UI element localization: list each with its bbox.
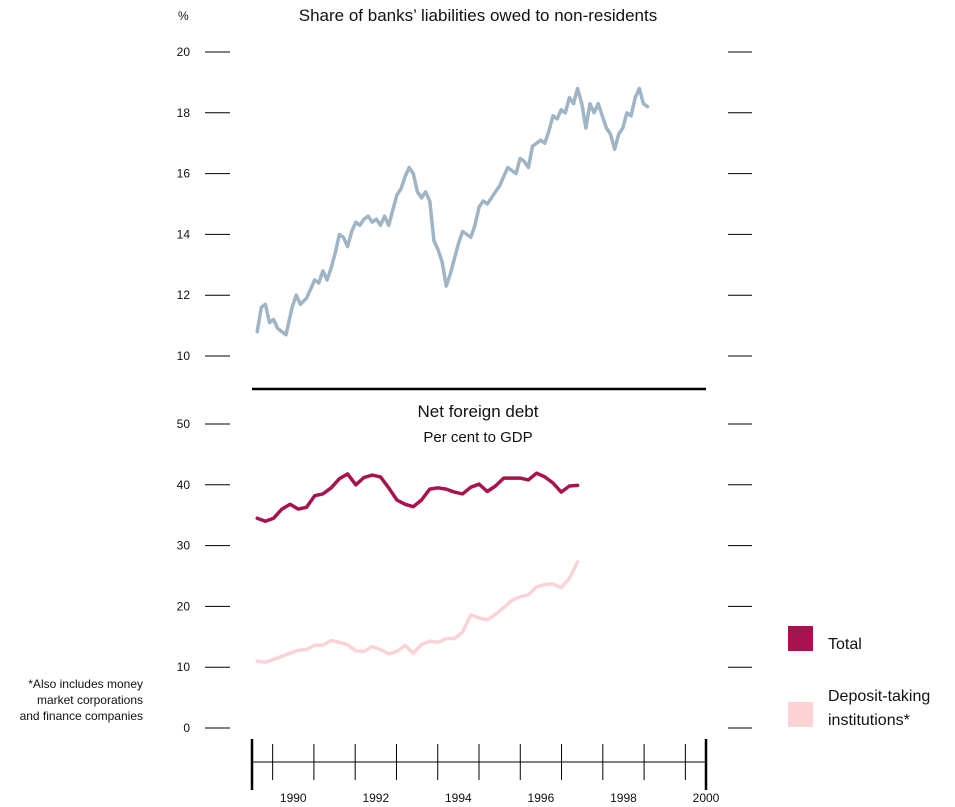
bottom-y-tick-label: 10 [177,660,191,674]
top-panel: % Share of banks’ liabilities owed to no… [177,6,752,363]
legend-swatch-deposit-taking [788,702,813,727]
x-axis: 1990 1992 1994 1996 1998 2000 [250,739,720,805]
x-tick-label: 2000 [693,791,720,805]
series-line-share-liabilities [255,86,650,337]
x-tick-label: 1992 [362,791,389,805]
bottom-y-tick-label: 50 [177,417,191,431]
bottom-y-tick-label: 40 [177,478,191,492]
bottom-y-tick-label: 30 [177,539,191,553]
legend-swatch-total [788,626,813,651]
footnote-line-1: *Also includes money [28,677,143,691]
bottom-y-tick-label: 20 [177,599,191,613]
top-chart-title: Share of banks’ liabilities owed to non-… [299,6,657,25]
bottom-chart-subtitle: Per cent to GDP [423,429,532,446]
top-y-tick-label: 14 [177,227,191,241]
top-y-unit: % [178,9,189,23]
x-tick-label: 1994 [445,791,472,805]
top-y-tick-label: 16 [177,167,191,181]
bottom-y-tick-label: 0 [183,721,190,735]
x-tick-label: 1996 [528,791,555,805]
series-line-total [255,471,580,524]
x-tick-label: 1990 [280,791,307,805]
footnote-line-3: and finance companies [20,709,143,723]
bottom-panel: Net foreign debt Per cent to GDP 0 10 20 30… [177,402,752,735]
legend-label-deposit-taking-line-1: Deposit-taking [828,688,930,705]
top-y-tick-label: 18 [177,106,191,120]
bottom-chart-title: Net foreign debt [418,402,539,421]
footnote-line-2: market corporations [37,693,143,707]
top-y-tick-label: 10 [177,349,191,363]
x-tick-label: 1998 [610,791,637,805]
top-y-tick-label: 20 [177,45,191,59]
legend: Total Deposit-taking institutions* [788,626,930,729]
top-y-tick-label: 12 [177,288,191,302]
series-line-deposit-taking [255,560,580,665]
legend-label-total: Total [828,636,862,653]
legend-label-deposit-taking-line-2: institutions* [828,712,910,729]
